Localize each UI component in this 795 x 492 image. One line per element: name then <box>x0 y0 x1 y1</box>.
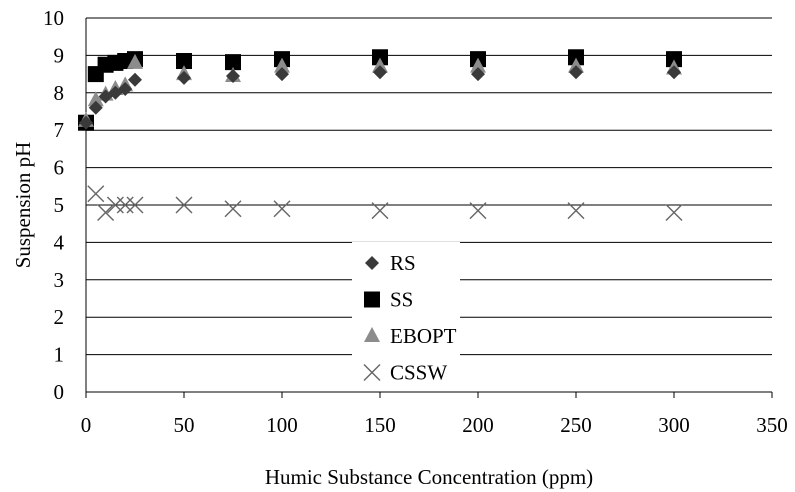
y-tick-label: 2 <box>54 305 65 329</box>
y-tick-label: 10 <box>43 6 64 30</box>
x-tick-label: 200 <box>462 413 494 437</box>
legend-marker-rs <box>365 256 379 270</box>
x-marker-stroke <box>175 196 193 214</box>
y-tick-label: 8 <box>54 81 65 105</box>
data-point-rs <box>88 100 103 115</box>
legend-label: RS <box>390 251 416 275</box>
x-marker-stroke <box>665 203 683 221</box>
data-point-rs <box>667 65 681 80</box>
x-marker-stroke <box>567 202 585 220</box>
legend-label: EBOPT <box>390 324 457 348</box>
legend-marker-ebopt <box>364 327 380 342</box>
data-point-ebopt <box>470 57 486 73</box>
data-point-ebopt <box>568 57 584 73</box>
data-point-cssw <box>87 185 105 203</box>
x-marker-stroke <box>371 202 389 220</box>
data-point-ss <box>225 54 241 71</box>
data-point-cssw <box>469 202 487 220</box>
x-tick-label: 250 <box>560 413 592 437</box>
data-point-rs <box>118 82 133 97</box>
axes <box>85 18 773 398</box>
y-tick-label: 6 <box>54 156 65 180</box>
data-point-cssw <box>126 196 144 214</box>
y-tick-label: 9 <box>54 43 65 67</box>
data-point-ebopt <box>87 91 104 107</box>
data-point-ebopt <box>127 53 143 69</box>
series-rs <box>79 65 681 130</box>
x-marker-stroke <box>97 203 115 221</box>
data-point-ss <box>176 53 192 70</box>
data-point-ss <box>568 49 584 66</box>
data-point-cssw <box>665 203 683 221</box>
y-tick-label: 4 <box>54 230 65 254</box>
data-point-rs <box>471 67 485 82</box>
data-point-ebopt <box>372 57 388 73</box>
x-marker-stroke <box>363 364 381 381</box>
data-point-cssw <box>224 200 242 218</box>
data-point-rs <box>569 65 583 80</box>
x-marker-stroke <box>87 185 105 203</box>
data-point-rs <box>128 72 142 87</box>
data-point-ebopt <box>274 57 290 73</box>
data-point-rs <box>275 67 289 82</box>
series-cssw <box>87 185 683 221</box>
data-series <box>78 49 683 221</box>
legend: RS SS EBOPT CSSW <box>352 242 460 385</box>
x-tick-label: 350 <box>756 413 788 437</box>
legend-marker-ss <box>364 291 380 308</box>
series-ebopt <box>78 53 682 127</box>
data-point-cssw <box>567 202 585 220</box>
y-tick-label: 5 <box>54 193 65 217</box>
legend-marker-cssw <box>363 364 381 381</box>
y-tick-label: 7 <box>54 118 65 142</box>
x-tick-label: 300 <box>658 413 690 437</box>
x-marker-stroke <box>469 202 487 220</box>
x-marker-stroke <box>126 196 144 214</box>
x-tick-label: 100 <box>266 413 298 437</box>
x-marker-stroke <box>224 200 242 218</box>
x-marker-stroke <box>273 200 291 218</box>
data-point-rs <box>177 70 191 85</box>
y-tick-label: 0 <box>54 380 65 404</box>
gridlines <box>86 17 772 356</box>
x-tick-label: 50 <box>174 413 195 437</box>
data-point-ss <box>666 51 682 68</box>
data-point-cssw <box>273 200 291 218</box>
x-axis-title: Humic Substance Concentration (ppm) <box>265 465 593 489</box>
data-point-rs <box>79 115 93 130</box>
data-point-rs <box>373 65 387 80</box>
data-point-ss <box>372 49 388 66</box>
x-tick-label: 0 <box>81 413 92 437</box>
data-point-cssw <box>175 196 193 214</box>
legend-label: CSSW <box>390 361 447 385</box>
x-tick-label: 150 <box>364 413 396 437</box>
legend-label: SS <box>390 288 413 312</box>
data-point-cssw <box>97 203 115 221</box>
data-point-cssw <box>371 202 389 220</box>
y-axis-title: Suspension pH <box>11 142 35 269</box>
data-point-rs <box>226 68 240 83</box>
y-tick-label: 3 <box>54 268 65 292</box>
y-tick-label: 1 <box>54 343 65 367</box>
